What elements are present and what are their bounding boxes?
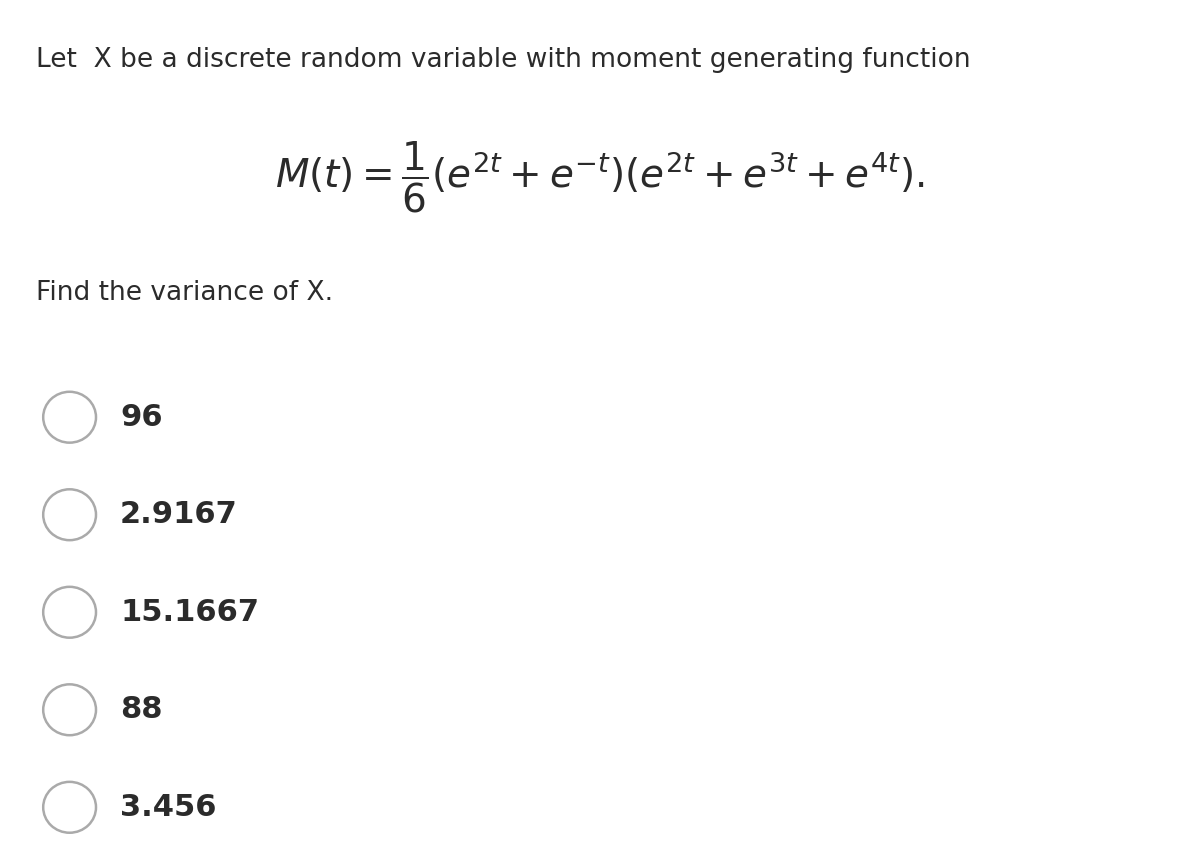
Text: Let  X be a discrete random variable with moment generating function: Let X be a discrete random variable with… bbox=[36, 47, 971, 73]
Text: $M(t) = \dfrac{1}{6}\left(e^{2t} + e^{-t}\right)\left(e^{2t} + e^{3t} + e^{4t}\r: $M(t) = \dfrac{1}{6}\left(e^{2t} + e^{-t… bbox=[275, 140, 925, 215]
Text: 88: 88 bbox=[120, 695, 162, 724]
Text: 2.9167: 2.9167 bbox=[120, 500, 238, 529]
Text: 15.1667: 15.1667 bbox=[120, 598, 259, 627]
Text: 3.456: 3.456 bbox=[120, 793, 216, 822]
Text: 96: 96 bbox=[120, 403, 163, 432]
Text: Find the variance of X.: Find the variance of X. bbox=[36, 280, 334, 306]
